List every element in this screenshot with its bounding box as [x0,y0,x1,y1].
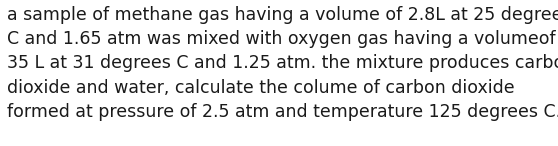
Text: a sample of methane gas having a volume of 2.8L at 25 degrees
C and 1.65 atm was: a sample of methane gas having a volume … [7,6,558,121]
